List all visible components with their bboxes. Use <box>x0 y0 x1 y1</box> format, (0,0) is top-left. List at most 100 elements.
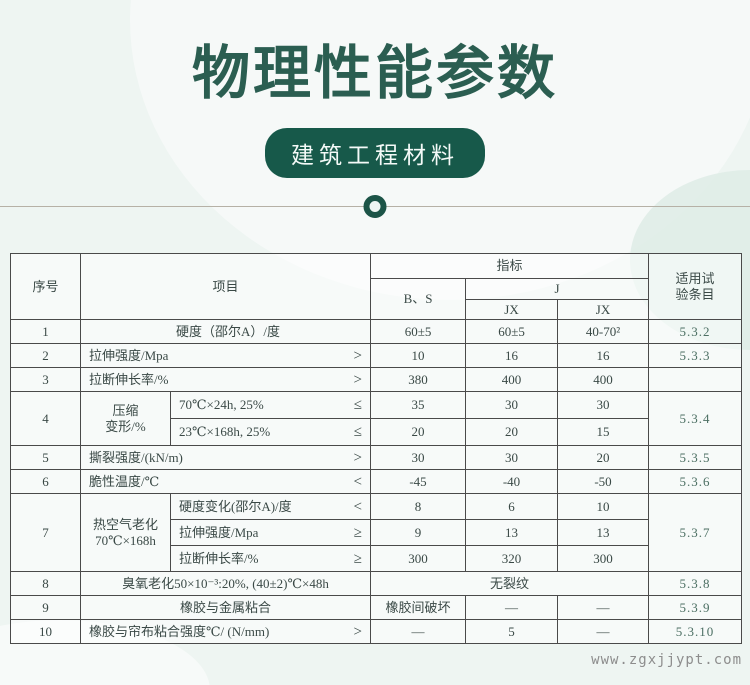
merged-value-cell: 无裂纹 <box>370 571 650 596</box>
item-text: 撕裂强度/(kN/m) <box>89 449 183 465</box>
ring-icon <box>363 195 387 218</box>
header-bs: B、S <box>370 278 467 320</box>
value-cell: 35 <box>370 391 467 419</box>
table-row-7a: 7 热空气老化 70℃×168h 硬度变化(邵尔A)/度 < 8 6 10 5.… <box>10 493 743 572</box>
row-number-cell: 1 <box>10 319 81 344</box>
header-jx1: JX <box>465 299 559 320</box>
header-applicable: 适用试 验条目 <box>648 253 743 320</box>
item-text: 拉断伸长率/% <box>179 550 259 566</box>
table-row-10: 10 橡胶与帘布粘合强度℃/ (N/mm) > — 5 — 5.3.10 <box>10 619 743 644</box>
item-cell: 橡胶与帘布粘合强度℃/ (N/mm) > <box>79 619 372 644</box>
comparator-symbol: > <box>353 623 363 640</box>
value-cell: 30 <box>557 391 650 419</box>
ref-cell: 5.3.7 <box>648 493 743 572</box>
value-cell: — <box>465 595 559 620</box>
value-cell: — <box>370 619 467 644</box>
ref-cell: 5.3.2 <box>648 319 743 344</box>
group-label-cell: 热空气老化 70℃×168h <box>80 493 171 572</box>
comparator-symbol: ≥ <box>353 550 363 567</box>
value-cell: 6 <box>465 493 559 520</box>
sub-item-cell: 23℃×168h, 25% ≤ <box>169 418 372 446</box>
row-number-cell: 10 <box>10 619 81 644</box>
value-cell: 380 <box>370 367 467 392</box>
ref-cell: 5.3.10 <box>648 619 743 644</box>
value-cell: 10 <box>557 493 650 520</box>
row-number-cell: 3 <box>10 367 81 392</box>
item-cell: 臭氧老化50×10⁻³:20%, (40±2)℃×48h <box>79 571 372 596</box>
value-cell: -50 <box>557 469 650 494</box>
value-cell: 8 <box>370 493 467 520</box>
comparator-symbol: ≥ <box>353 524 363 541</box>
header-row-1: 序号 项目 指标 适用试 验条目 <box>10 253 743 320</box>
value-cell: 20 <box>465 418 559 446</box>
comparator-symbol: ≤ <box>353 424 363 440</box>
row-number-cell: 2 <box>10 343 81 368</box>
value-cell: 13 <box>465 519 559 546</box>
group-label-cell: 压缩 变形/% <box>80 391 171 446</box>
table-row-9: 9 橡胶与金属粘合 橡胶间破坏 — — 5.3.9 <box>10 595 743 620</box>
value-cell: — <box>557 595 650 620</box>
comparator-symbol: > <box>353 347 363 364</box>
value-cell: 20 <box>370 418 467 446</box>
value-cell: 60±5 <box>465 319 559 344</box>
table-row-6: 6 脆性温度/℃ < -45 -40 -50 5.3.6 <box>10 469 743 494</box>
item-cell: 硬度（邵尔A）/度 <box>79 319 372 344</box>
row-number-cell: 6 <box>10 469 81 494</box>
sub-item-cell: 70℃×24h, 25% ≤ <box>169 391 372 419</box>
value-cell: 400 <box>465 367 559 392</box>
value-cell: 5 <box>465 619 559 644</box>
item-text: 拉伸强度/Mpa <box>89 347 169 363</box>
item-text: 70℃×24h, 25% <box>179 397 264 413</box>
sub-item-cell: 拉断伸长率/% ≥ <box>169 545 372 572</box>
ref-cell: 5.3.3 <box>648 343 743 368</box>
table-row-4a: 4 压缩 变形/% 70℃×24h, 25% ≤ 35 30 30 5.3.4 <box>10 391 743 446</box>
header-jx2: JX <box>557 299 650 320</box>
value-cell: 300 <box>370 545 467 572</box>
value-cell: 16 <box>557 343 650 368</box>
comparator-symbol: < <box>353 498 363 515</box>
value-cell: 15 <box>557 418 650 446</box>
comparator-symbol: < <box>353 473 363 490</box>
item-cell: 橡胶与金属粘合 <box>79 595 372 620</box>
sub-item-cell: 拉伸强度/Mpa ≥ <box>169 519 372 546</box>
row-number-cell: 4 <box>10 391 81 446</box>
value-cell: 30 <box>465 391 559 419</box>
value-cell: 9 <box>370 519 467 546</box>
item-text: 硬度变化(邵尔A)/度 <box>179 498 292 514</box>
item-text: 橡胶与帘布粘合强度℃/ (N/mm) <box>89 623 270 639</box>
value-cell: 300 <box>557 545 650 572</box>
table-row-5: 5 撕裂强度/(kN/m) > 30 30 20 5.3.5 <box>10 445 743 470</box>
ref-cell: 5.3.5 <box>648 445 743 470</box>
header-row-3: JX JX <box>11 299 742 320</box>
item-cell: 撕裂强度/(kN/m) > <box>79 445 372 470</box>
value-cell: 60±5 <box>370 319 467 344</box>
header-indicator: 指标 <box>370 253 650 279</box>
page-title: 物理性能参数 <box>191 41 558 106</box>
physical-parameters-table: 序号 项目 指标 适用试 验条目 B、S J JX JX 1 硬度（邵尔A）/度… <box>10 253 743 644</box>
ref-cell: 5.3.4 <box>648 391 743 446</box>
row-number-cell: 7 <box>10 493 81 572</box>
value-cell: — <box>557 619 650 644</box>
value-cell: 40-70² <box>557 319 650 344</box>
comparator-symbol: ≤ <box>353 397 363 413</box>
row-number-cell: 5 <box>10 445 81 470</box>
row-number-cell: 8 <box>10 571 81 596</box>
value-cell: 橡胶间破坏 <box>370 595 467 620</box>
value-cell: 16 <box>465 343 559 368</box>
table-row-8: 8 臭氧老化50×10⁻³:20%, (40±2)℃×48h 无裂纹 5.3.8 <box>10 571 743 596</box>
category-badge: 建筑工程材料 <box>265 128 485 178</box>
item-text: 脆性温度/℃ <box>89 473 160 489</box>
header-no: 序号 <box>10 253 81 320</box>
comparator-symbol: > <box>353 371 363 388</box>
sub-item-cell: 硬度变化(邵尔A)/度 < <box>169 493 372 520</box>
value-cell: 13 <box>557 519 650 546</box>
comparator-symbol: > <box>353 449 363 466</box>
ref-cell: 5.3.9 <box>648 595 743 620</box>
header-item: 项目 <box>79 253 372 320</box>
value-cell: 30 <box>465 445 559 470</box>
header-j: J <box>465 278 650 300</box>
item-cell: 脆性温度/℃ < <box>79 469 372 494</box>
table-row-7c: 拉断伸长率/% ≥ 300 320 300 <box>11 545 742 572</box>
ref-cell <box>648 367 743 392</box>
